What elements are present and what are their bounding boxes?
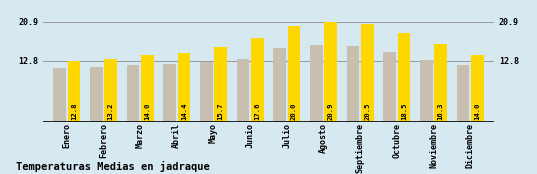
Bar [251, 38, 264, 122]
Bar [310, 45, 323, 122]
Text: 14.0: 14.0 [144, 103, 150, 120]
Text: Temperaturas Medias en jadraque: Temperaturas Medias en jadraque [16, 161, 210, 172]
Bar [178, 53, 191, 122]
Bar [420, 60, 433, 122]
Text: 20.0: 20.0 [291, 103, 297, 120]
Bar [200, 62, 213, 122]
Text: 12.8: 12.8 [71, 103, 77, 120]
Bar [68, 61, 81, 122]
Bar [456, 65, 469, 122]
Bar [383, 52, 396, 122]
Text: 16.3: 16.3 [438, 103, 444, 120]
Text: 13.2: 13.2 [107, 103, 114, 120]
Bar [288, 26, 300, 122]
Bar [127, 65, 140, 122]
Text: 18.5: 18.5 [401, 103, 407, 120]
Text: 15.7: 15.7 [217, 103, 223, 120]
Bar [90, 67, 103, 122]
Bar [324, 22, 337, 122]
Bar [361, 24, 374, 122]
Bar [104, 59, 117, 122]
Text: 20.9: 20.9 [328, 103, 333, 120]
Text: 17.6: 17.6 [255, 103, 260, 120]
Text: 14.4: 14.4 [181, 103, 187, 120]
Bar [237, 59, 249, 122]
Bar [397, 33, 410, 122]
Bar [471, 55, 484, 122]
Bar [346, 46, 359, 122]
Text: 14.0: 14.0 [474, 103, 481, 120]
Bar [214, 47, 227, 122]
Bar [163, 64, 176, 122]
Bar [434, 44, 447, 122]
Text: 20.5: 20.5 [364, 103, 371, 120]
Bar [53, 68, 66, 122]
Bar [141, 55, 154, 122]
Bar [273, 48, 286, 122]
